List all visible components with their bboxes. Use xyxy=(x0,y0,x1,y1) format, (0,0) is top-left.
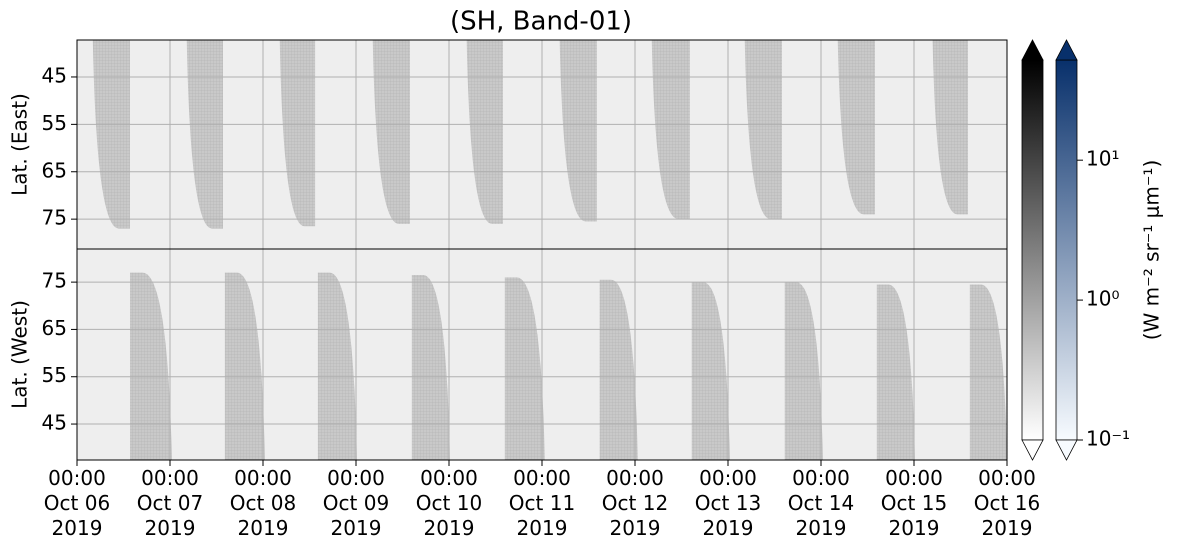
day-lobe xyxy=(372,40,410,224)
day-lobe xyxy=(186,40,224,229)
y-tick-label: 75 xyxy=(42,269,67,293)
x-tick-label: 00:00 Oct 15 2019 xyxy=(880,466,948,540)
day-lobe xyxy=(691,282,730,460)
day-lobe xyxy=(224,272,265,460)
y-axis-label: Lat. (West) xyxy=(8,300,32,409)
y-tick-label: 75 xyxy=(42,206,67,230)
y-axis-label: Lat. (East) xyxy=(8,93,32,196)
colorbar xyxy=(1055,59,1078,441)
x-tick-label: 00:00 Oct 16 2019 xyxy=(973,466,1041,540)
colorbar xyxy=(1021,59,1044,441)
x-tick-label: 00:00 Oct 12 2019 xyxy=(601,466,669,540)
day-lobe xyxy=(837,40,875,215)
day-lobe xyxy=(504,277,545,460)
day-lobe xyxy=(92,40,131,229)
day-lobe xyxy=(784,282,823,460)
y-tick-label: 45 xyxy=(42,411,67,435)
day-lobe xyxy=(651,40,690,220)
x-tick-label: 00:00 Oct 09 2019 xyxy=(322,466,390,540)
colorbar-label: (W m⁻² sr⁻¹ μm⁻¹) xyxy=(1140,160,1164,341)
colorbar-extend-max xyxy=(1055,39,1078,61)
day-lobe xyxy=(969,284,1007,460)
day-lobe xyxy=(466,40,503,224)
x-tick-label: 00:00 Oct 11 2019 xyxy=(508,466,576,540)
day-lobe xyxy=(411,275,450,460)
x-tick-label: 00:00 Oct 10 2019 xyxy=(415,466,483,540)
x-tick-label: 00:00 Oct 07 2019 xyxy=(136,466,204,540)
chart-title: (SH, Band-01) xyxy=(450,7,632,37)
y-tick-label: 65 xyxy=(42,316,67,340)
x-tick-label: 00:00 Oct 13 2019 xyxy=(694,466,762,540)
y-tick-label: 65 xyxy=(42,158,67,182)
colorbar-tick-label: 10⁰ xyxy=(1086,287,1119,311)
day-lobe xyxy=(317,272,357,460)
y-tick-label: 45 xyxy=(42,63,67,87)
colorbar-extend-min xyxy=(1055,439,1078,461)
x-tick-label: 00:00 Oct 14 2019 xyxy=(787,466,855,540)
y-tick-label: 55 xyxy=(42,363,67,387)
x-tick-label: 00:00 Oct 08 2019 xyxy=(229,466,297,540)
day-lobe xyxy=(130,272,172,460)
day-lobe xyxy=(744,40,782,220)
x-tick-label: 00:00 Oct 06 2019 xyxy=(43,466,111,540)
colorbar-tick-label: 10⁻¹ xyxy=(1086,427,1130,451)
colorbar-tick-label: 10¹ xyxy=(1086,147,1119,171)
colorbar-extend-max xyxy=(1021,39,1044,61)
day-lobe xyxy=(559,40,597,222)
day-lobe xyxy=(279,40,316,227)
day-lobe xyxy=(599,279,638,460)
day-lobe xyxy=(876,284,915,460)
colorbar-extend-min xyxy=(1021,439,1044,461)
day-lobe xyxy=(932,40,968,215)
y-tick-label: 55 xyxy=(42,111,67,135)
